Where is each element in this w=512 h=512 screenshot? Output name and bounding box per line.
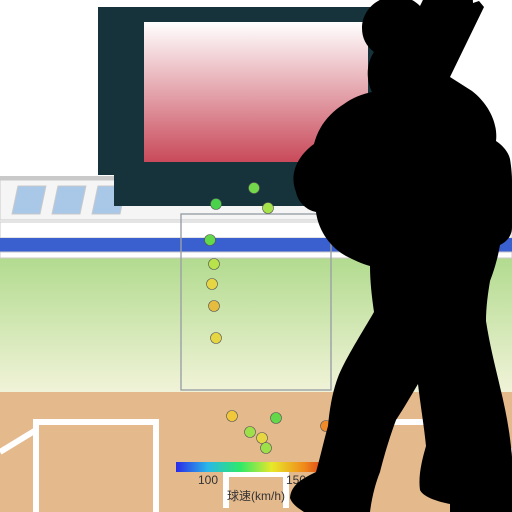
pitch-marker	[211, 333, 222, 344]
pitch-marker	[271, 413, 282, 424]
legend-colorbar	[176, 462, 336, 472]
pitch-marker	[227, 411, 238, 422]
legend-label: 球速(km/h)	[227, 489, 285, 503]
stands-window	[52, 186, 86, 214]
pitch-marker	[211, 199, 222, 210]
pitch-marker	[261, 443, 272, 454]
stands-window	[12, 186, 46, 214]
pitch-marker	[205, 235, 216, 246]
pitch-marker	[249, 183, 260, 194]
legend-tick: 100	[198, 473, 218, 487]
pitch-marker	[263, 203, 274, 214]
pitch-marker	[257, 433, 268, 444]
pitch-marker	[207, 279, 218, 290]
pitch-marker	[209, 259, 220, 270]
pitch-location-chart: 100150球速(km/h)	[0, 0, 512, 512]
pitch-marker	[209, 301, 220, 312]
pitch-marker	[245, 427, 256, 438]
